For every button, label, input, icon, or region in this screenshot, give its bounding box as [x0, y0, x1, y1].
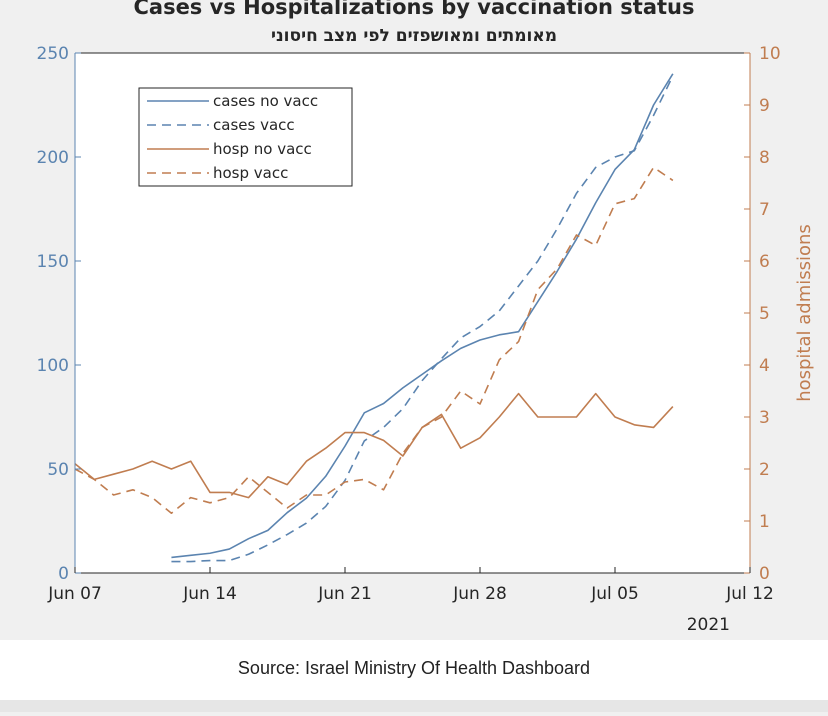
left-tick-label: 150 [37, 252, 69, 272]
x-axis-year-label: 2021 [687, 615, 730, 635]
x-tick-label: Jun 28 [452, 584, 507, 604]
series-hosp-no-vacc [74, 392, 674, 499]
left-axis-ticks: 0 50 100 150 200 250 [37, 44, 81, 584]
series-cases-vacc [171, 75, 674, 563]
left-tick-label: 200 [37, 148, 69, 168]
x-tick-label: Jul 05 [590, 584, 639, 604]
x-tick-label: Jun 21 [317, 584, 372, 604]
legend-label-cases-vacc: cases vacc [213, 116, 295, 134]
chart-subtitle: מאומתים ומאושפזים לפי מצב חיסוני [271, 26, 557, 46]
x-axis-ticks: Jun 07 Jun 14 Jun 21 Jun 28 Jul 05 Jul 12 [47, 567, 774, 604]
right-tick-label: 8 [759, 148, 770, 168]
x-tick-label: Jun 14 [182, 584, 237, 604]
legend-label-hosp-vacc: hosp vacc [213, 164, 288, 182]
right-tick-label: 5 [759, 304, 770, 324]
right-tick-label: 3 [759, 408, 770, 428]
x-tick-label: Jun 07 [47, 584, 102, 604]
chart-title: Cases vs Hospitalizations by vaccination… [133, 0, 694, 19]
left-tick-label: 0 [58, 564, 69, 584]
right-tick-label: 6 [759, 252, 770, 272]
right-tick-label: 2 [759, 460, 770, 480]
right-tick-label: 0 [759, 564, 770, 584]
right-tick-label: 7 [759, 200, 770, 220]
left-tick-label: 250 [37, 44, 69, 64]
right-tick-label: 4 [759, 356, 770, 376]
left-tick-label: 50 [47, 460, 69, 480]
x-tick-label: Jul 12 [725, 584, 774, 604]
legend: cases no vacc cases vacc hosp no vacc hosp … [138, 87, 353, 187]
right-axis-ticks: 0 1 2 3 4 5 6 7 8 9 10 [744, 44, 781, 584]
legend-box [138, 87, 353, 187]
source-caption: Source: Israel Ministry Of Health Dashbo… [238, 658, 590, 678]
right-tick-label: 9 [759, 96, 770, 116]
legend-label-hosp-no-vacc: hosp no vacc [213, 140, 312, 158]
series-hosp-vacc [74, 166, 674, 514]
left-tick-label: 100 [37, 356, 69, 376]
right-axis-label: hospital admissions [794, 224, 815, 402]
right-tick-label: 1 [759, 512, 770, 532]
right-tick-label: 10 [759, 44, 781, 64]
bottom-strip [0, 700, 828, 712]
legend-label-cases-no-vacc: cases no vacc [213, 92, 318, 110]
series-cases-no-vacc [171, 73, 674, 559]
series-layer [74, 73, 674, 563]
